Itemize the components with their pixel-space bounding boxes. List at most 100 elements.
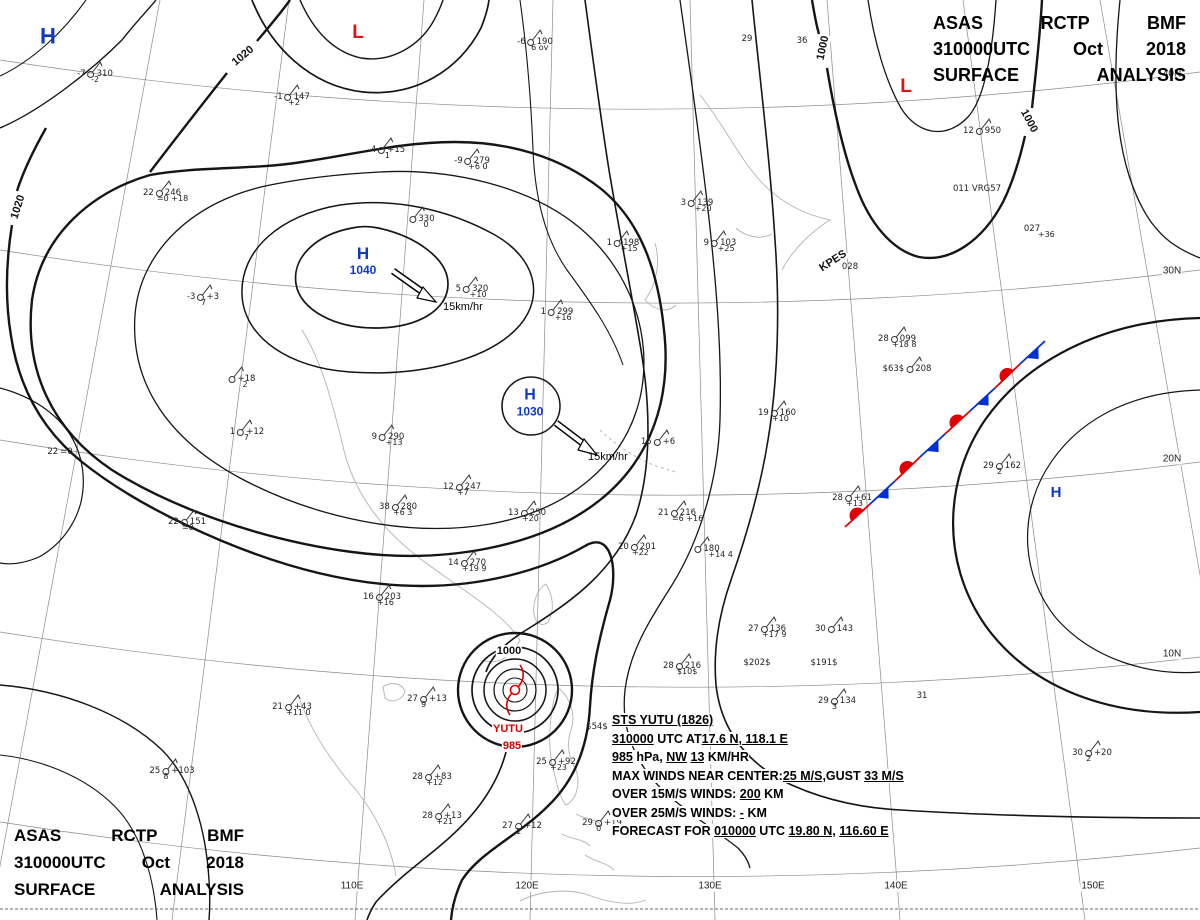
station-plot: 22 246 =0 +18 [143,180,188,203]
station-lower-value: 6 ov [531,43,549,52]
station-plot: 19 160 +10 [758,400,796,423]
station-main-value: +103 [171,766,195,776]
station-plot: 22 =0 [47,447,72,457]
station-left-value: 12 [442,482,454,492]
station-main-value: +92 [557,757,576,767]
station-plot: 31 [917,691,928,701]
station-main-value: 290 [388,432,405,442]
storm-info-segment: KM/HR [704,750,749,764]
station-plot: $54$ [586,722,608,732]
station-main-value: +6 [662,437,676,447]
storm-info-segment: 985 [612,750,633,764]
motion-arrows [390,268,599,457]
station-left-value: 9 [703,238,710,248]
station-lower-value: +16 [554,313,572,322]
cold-front-symbol [976,393,989,406]
station-main-value: 330 [418,214,435,224]
station-left-value: 28 [422,811,433,821]
station-main-value: 250 [529,508,547,518]
station-circle-icon [614,230,628,247]
station-plot: 12 247 +7 [442,474,482,497]
storm-info-segment: 200 [739,787,761,801]
title-bottom-left: ASAS RCTP BMF 310000UTC Oct 2018 SURFACE… [14,822,244,903]
station-left-value: 1 [606,238,613,248]
station-circle-icon [594,810,609,827]
storm-info-segment: UTC [755,824,789,838]
graticule-label: 130E [697,880,723,892]
station-left-value: 1 [229,427,236,437]
station-plot: $191$ [810,658,837,668]
station-plot: -7 310 -2 [77,61,113,84]
station-circle-icon [378,137,392,154]
station-lower-value: +17 9 [761,630,787,639]
station-main-value: 246 [164,188,182,198]
title-line-product: ASAS RCTP BMF [14,826,244,845]
station-circle-icon [155,180,170,197]
station-plot: 20 201 +22 [618,534,656,557]
station-main-value: 162 [1004,461,1022,471]
station-plot: 28 +83 +12 [412,764,452,787]
station-main-value: 139 [697,198,714,208]
station-circle-icon [890,326,905,343]
station-circle-icon [630,534,645,551]
station-circle-icon [711,230,725,247]
station-lower-value: +12 [426,778,443,787]
storm-info-segment: ,GUST [822,768,865,783]
station-plot: -6 190 6 ov [517,29,553,52]
station-main-value: 203 [384,592,402,602]
pressure-center-L: L [900,77,912,96]
storm-info-segment: 17.6 N, 118.1 E [701,731,788,746]
station-circle-icon [391,494,406,511]
station-left-value: 29 [582,818,593,828]
storm-info-segment: 310000 [612,731,654,746]
station-lower-value: +10 [469,290,487,299]
station-main-value: 950 [984,126,1002,136]
pressure-center-letter: H [40,23,56,49]
station-main-value: 208 [915,364,932,374]
station-circle-icon [464,148,479,165]
station-left-value: 21 [657,508,669,518]
station-left-value: 12 [962,126,974,136]
station-lower-value: 2 [242,380,248,389]
station-main-value: 180 [703,544,720,554]
station-plot: 38 280 +6 3 [379,494,417,517]
station-circle-icon [670,500,685,517]
station-circle-icon [375,584,390,601]
station-lower-value: +6 0 [468,162,488,171]
pressure-center-H: H 1030 [517,387,544,418]
station-main-value: 247 [464,482,482,492]
warm-front-symbol [999,368,1014,382]
station-left-value: 1 [540,307,547,317]
storm-info-segment: MAX WINDS NEAR CENTER: [612,768,783,783]
storm-info-segment: FORECAST FOR [612,824,715,838]
station-left-value: 16 [362,592,374,602]
storm-info-segment: OVER 25M/S WINDS: [612,805,740,820]
pressure-center-value: 1040 [349,262,377,277]
station-main-value: =0 [60,447,73,457]
pressure-center-H: H 1040 [350,245,377,276]
station-circle-icon [1084,740,1099,757]
station-plot: 30 143 [815,616,853,634]
pressure-center-H: H [40,23,56,49]
station-main-value: +13 [443,811,462,821]
storm-info-segment: - [739,805,744,820]
graticule-label: 150E [1080,880,1106,892]
station-lower-value: +25 [717,244,735,253]
station-left-value: $63$ [882,364,905,374]
storm-info-line: OVER 15M/S WINDS: 200 KM [612,785,904,804]
station-plot: 16 203 +16 [362,584,402,607]
station-main-value: +43 [293,702,312,712]
station-lower-value: 7 [243,433,249,442]
station-plot: 15 +6 [641,429,676,447]
station-plot: 14 270 +19 9 [448,550,486,573]
station-circle-icon [237,419,251,436]
station-circle-icon [434,803,449,820]
station-main-value: +15 [387,145,406,155]
station-main-value: +19 [603,818,622,828]
station-plot: 27 +12 1 [502,813,542,836]
station-lower-value: +20 [521,514,539,523]
station-plot: 13 250 +20 [508,500,547,523]
